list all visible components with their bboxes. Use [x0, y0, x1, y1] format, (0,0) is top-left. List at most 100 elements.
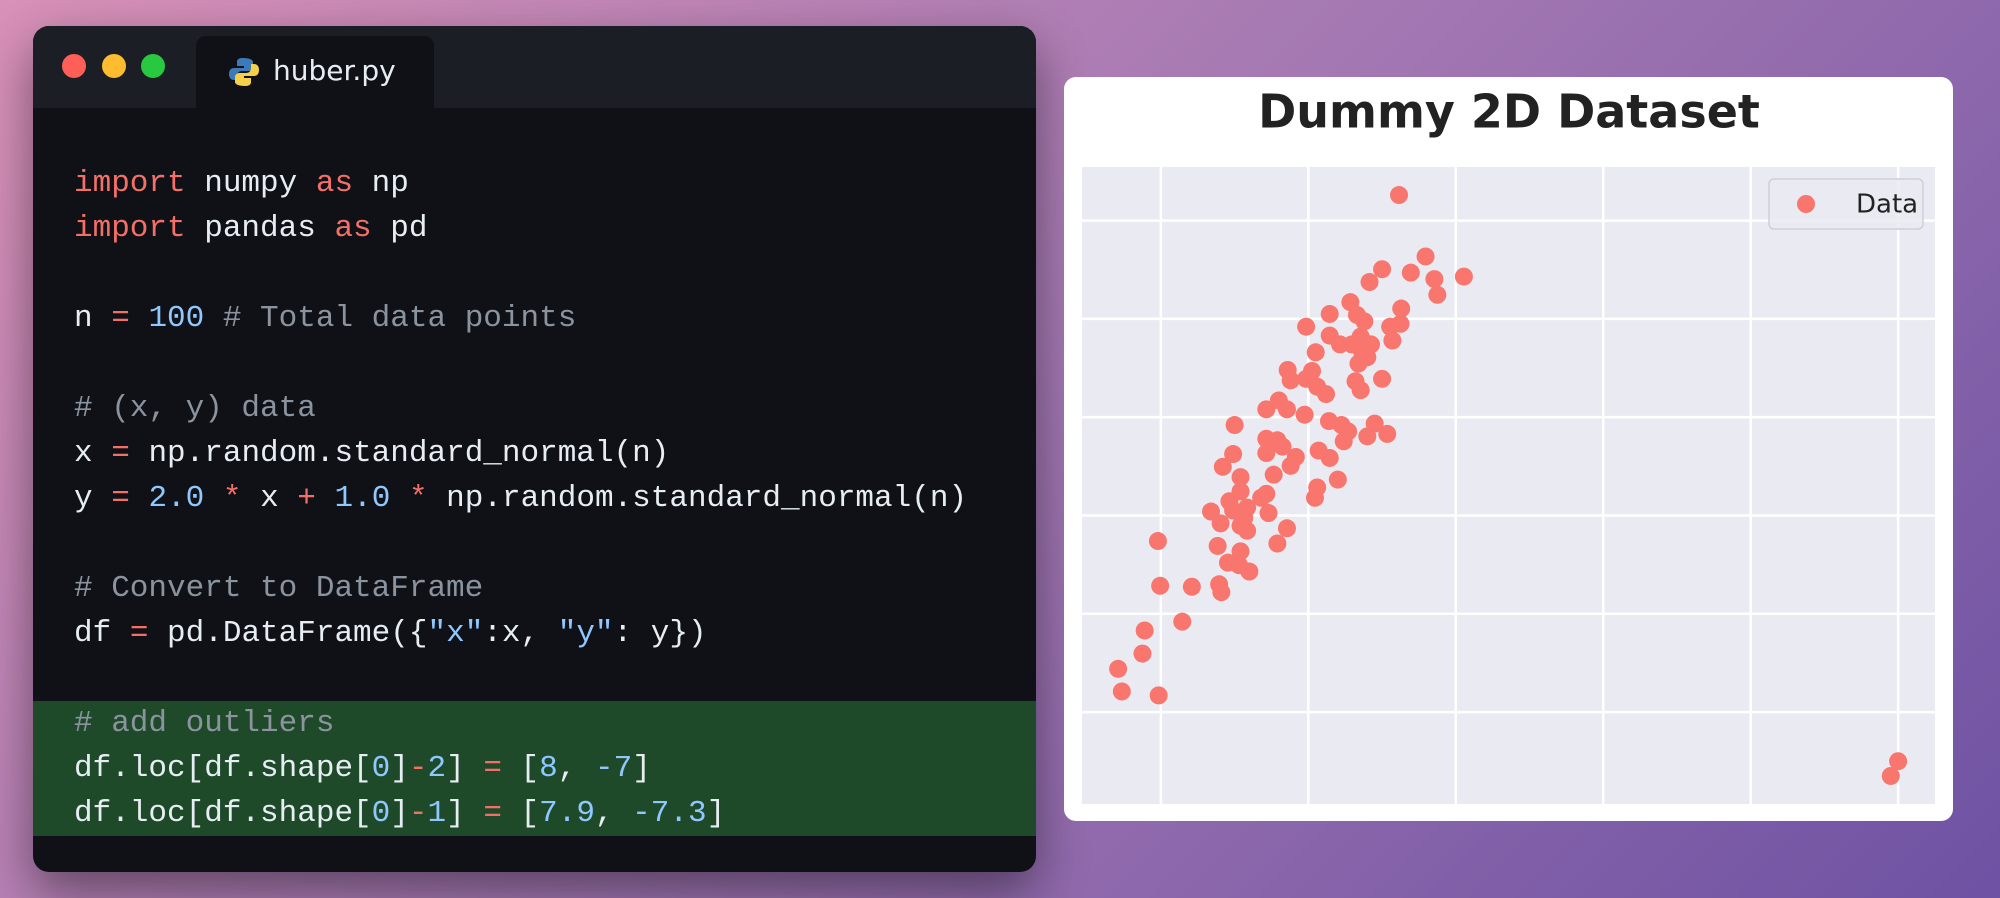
close-button[interactable] — [62, 54, 86, 78]
code-token: ] — [446, 751, 484, 786]
scatter-point — [1225, 416, 1244, 435]
code-token: pandas — [185, 211, 335, 246]
code-token: , — [594, 796, 633, 831]
scatter-point — [1151, 576, 1170, 595]
scatter-point — [1231, 542, 1250, 561]
file-tab[interactable]: huber.py — [196, 36, 434, 108]
scatter-point — [1358, 427, 1377, 446]
scatter-point — [1277, 400, 1296, 419]
scatter-point — [1373, 369, 1392, 388]
code-token: y — [74, 481, 112, 516]
code-token: 0 — [371, 751, 391, 786]
code-token: , — [557, 751, 595, 786]
scatter-point — [1297, 317, 1316, 336]
code-token: + — [297, 481, 335, 516]
code-token: pd — [371, 211, 428, 246]
code-token: # (x, y) data — [74, 391, 316, 426]
scatter-point — [1231, 468, 1250, 487]
scatter-point — [1240, 562, 1259, 581]
legend-label: Data — [1856, 190, 1918, 220]
scatter-point — [1149, 686, 1168, 705]
code-token: -7 — [594, 751, 633, 786]
code-token: 2.0 — [148, 481, 223, 516]
scatter-point — [1208, 536, 1227, 555]
code-token: ] — [446, 796, 484, 831]
code-token: np.random.standard_normal(n) — [148, 436, 670, 471]
code-token: 7.9 — [539, 796, 595, 831]
scatter-point — [1257, 400, 1276, 419]
scatter-point — [1281, 371, 1300, 390]
scatter-point — [1182, 577, 1201, 596]
code-token: 2 — [427, 751, 447, 786]
code-line: import pandas as pd — [74, 206, 427, 251]
code-token: df.loc[df.shape[ — [74, 751, 372, 786]
scatter-point — [1383, 331, 1402, 350]
code-token: [ — [520, 751, 540, 786]
scatter-point — [1135, 621, 1154, 640]
scatter-point — [1889, 752, 1908, 771]
code-token: ] — [390, 796, 409, 831]
scatter-point — [1273, 437, 1292, 456]
code-line: # (x, y) data — [74, 386, 316, 431]
code-token: "y" — [557, 616, 614, 651]
highlight-band — [33, 701, 1036, 836]
scatter-point — [1355, 312, 1374, 331]
code-token: df.loc[df.shape[ — [74, 796, 372, 831]
code-token: = — [129, 616, 168, 651]
scatter-point — [1224, 445, 1243, 464]
code-line: import numpy as np — [74, 161, 409, 206]
code-line: n = 100 # Total data points — [74, 296, 576, 341]
code-token: as — [315, 166, 354, 201]
code-line: # add outliers — [74, 701, 334, 746]
scatter-point — [1238, 521, 1257, 540]
code-token: pd.DataFrame({ — [167, 616, 428, 651]
code-token: 0 — [371, 796, 391, 831]
code-token: import — [74, 166, 186, 201]
code-token: :x, — [483, 616, 558, 651]
scatter-point — [1454, 267, 1473, 286]
scatter-point — [1328, 470, 1347, 489]
scatter-point — [1390, 186, 1409, 205]
scatter-point — [1305, 488, 1324, 507]
code-line: y = 2.0 * x + 1.0 * np.random.standard_n… — [74, 476, 967, 521]
code-token: = — [111, 301, 149, 336]
code-token: ] — [390, 751, 409, 786]
code-token: - — [408, 796, 428, 831]
title-bar: huber.py — [33, 26, 1036, 108]
code-token: df — [74, 616, 130, 651]
code-token: [ — [520, 796, 540, 831]
scatter-point — [1320, 448, 1339, 467]
scatter-point — [1306, 343, 1325, 362]
code-token: # Convert to DataFrame — [74, 571, 484, 606]
scatter-point — [1373, 260, 1392, 279]
plot-area — [1082, 167, 1935, 804]
code-token: # add outliers — [74, 706, 335, 741]
scatter-point — [1334, 432, 1353, 451]
legend-box — [1768, 178, 1924, 230]
code-token: : y}) — [613, 616, 707, 651]
code-token: = — [111, 436, 149, 471]
scatter-point — [1416, 247, 1435, 266]
scatter-point — [1112, 682, 1131, 701]
scatter-point — [1317, 385, 1336, 404]
maximize-button[interactable] — [141, 54, 165, 78]
scatter-point — [1281, 456, 1300, 475]
code-token: x — [260, 481, 298, 516]
code-token: np.random.standard_normal(n) — [446, 481, 968, 516]
scatter-point — [1881, 766, 1900, 785]
code-token: as — [334, 211, 372, 246]
code-token: n — [74, 301, 112, 336]
scatter-point — [1360, 273, 1379, 292]
scatter-point — [1268, 534, 1287, 553]
scatter-point — [1392, 299, 1411, 318]
code-line: x = np.random.standard_normal(n) — [74, 431, 669, 476]
scatter-point — [1259, 504, 1278, 523]
scatter-point — [1252, 488, 1271, 507]
scatter-point — [1349, 354, 1368, 373]
code-token: - — [408, 751, 428, 786]
code-token: numpy — [185, 166, 316, 201]
code-window: huber.py import numpy as np import pandas… — [33, 26, 1036, 872]
minimize-button[interactable] — [102, 54, 126, 78]
code-line: df.loc[df.shape[0]-2] = [8, -7] — [74, 746, 651, 791]
